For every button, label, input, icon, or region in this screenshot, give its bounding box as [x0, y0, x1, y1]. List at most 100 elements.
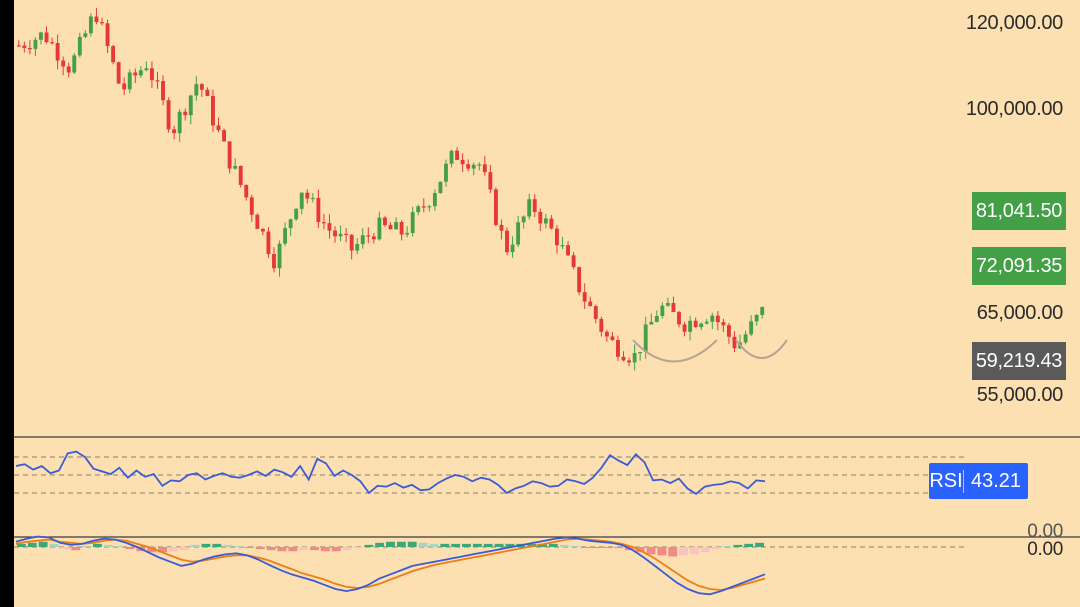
candle-body	[244, 184, 249, 198]
candle-body	[249, 197, 254, 215]
candle-body	[127, 72, 132, 90]
macd-histogram-bar	[581, 547, 591, 549]
macd-histogram-bar	[483, 543, 493, 547]
candle-body	[599, 318, 604, 332]
candle-body	[604, 331, 609, 337]
macd-histogram-bar	[255, 547, 265, 550]
candle-body	[754, 315, 759, 322]
candle-body	[732, 336, 737, 349]
candle-body	[532, 199, 537, 212]
y-tick-label: 100,000.00	[965, 98, 1063, 120]
left-border	[0, 0, 14, 607]
candle-body	[482, 164, 487, 173]
candle-body	[116, 62, 121, 84]
macd-histogram-bar	[342, 547, 352, 551]
candle-body	[416, 206, 421, 213]
candle-body	[344, 233, 349, 236]
candle-body	[588, 301, 593, 307]
macd-histogram-bar	[158, 547, 167, 553]
candle-body	[543, 218, 548, 224]
macd-histogram-bar	[603, 547, 613, 549]
candle-body	[333, 230, 337, 237]
candle-body	[510, 244, 515, 253]
candle-body	[294, 208, 299, 220]
macd-histogram-bar	[103, 544, 113, 547]
candle-body	[749, 321, 754, 335]
candle-body	[405, 232, 410, 235]
candle-body	[688, 320, 693, 332]
macd-histogram-bar	[711, 547, 721, 550]
candle-body	[427, 206, 432, 208]
macd-histogram-bar	[125, 547, 135, 550]
candle-body	[449, 150, 454, 164]
candle-body	[305, 192, 310, 199]
candle-body	[94, 16, 99, 23]
macd-histogram-bar	[429, 543, 439, 547]
candle-body	[693, 320, 698, 328]
candle-body	[638, 351, 643, 354]
candle-body	[488, 172, 493, 190]
macd-histogram-bar	[17, 543, 26, 547]
candle-body	[505, 230, 509, 253]
candle-body	[205, 89, 210, 96]
candle-body	[266, 231, 271, 255]
candle-body	[627, 360, 632, 363]
candle-body	[460, 159, 465, 165]
candle-body	[743, 334, 748, 343]
candle-body	[77, 36, 82, 56]
macd-histogram-bar	[733, 544, 743, 547]
candle-body	[610, 336, 615, 341]
macd-histogram-bar	[190, 544, 200, 547]
macd-histogram-bar	[168, 547, 178, 552]
macd-histogram-bar	[657, 547, 667, 556]
y-tick-label: 65,000.00	[976, 302, 1064, 324]
candle-body	[277, 243, 282, 269]
candle-body	[371, 236, 376, 240]
macd-histogram-bar	[266, 547, 276, 551]
candle-body	[671, 303, 676, 313]
candle-body	[471, 164, 476, 169]
candle-body	[83, 33, 88, 37]
macd-histogram-bar	[440, 543, 450, 547]
macd-histogram-bar	[364, 544, 374, 547]
macd-histogram-bar	[451, 543, 461, 547]
candle-body	[50, 42, 55, 44]
rsi-line	[15, 450, 766, 496]
macd-histogram-bar	[527, 543, 537, 547]
candle-body	[338, 233, 343, 237]
macd-histogram-bar	[49, 543, 59, 547]
candle-body	[44, 32, 49, 43]
macd-histogram-bar	[668, 547, 678, 557]
macd-histogram-bar	[407, 541, 417, 547]
candle-body	[377, 217, 382, 240]
candle-body	[621, 356, 626, 361]
price-tag: 81,041.50	[972, 192, 1066, 230]
candle-body	[399, 221, 404, 235]
candle-body	[421, 206, 426, 208]
candle-body	[194, 84, 199, 96]
macd-histogram-bar	[277, 547, 287, 552]
macd-histogram-bar	[505, 543, 515, 547]
candle-body	[760, 307, 765, 316]
candle-body	[177, 111, 182, 134]
candle-body	[72, 55, 77, 73]
candle-body	[493, 189, 498, 225]
rsi-badge[interactable]: RSI 43.21	[929, 463, 1028, 499]
candle-body	[327, 223, 332, 231]
candle-body	[555, 228, 559, 246]
candle-body	[16, 45, 21, 47]
macd-histogram-bar	[375, 542, 385, 547]
candle-body	[355, 244, 360, 251]
macd-histogram-bar	[114, 545, 124, 547]
rsi-label: RSI	[929, 469, 964, 493]
macd-zero-label: 0.00	[1027, 539, 1063, 560]
candle-body	[149, 68, 154, 81]
candle-body	[710, 315, 715, 322]
candle-body	[283, 228, 288, 244]
candle-body	[394, 221, 398, 230]
macd-histogram-bar	[60, 547, 70, 550]
candle-body	[432, 193, 437, 207]
candle-body	[477, 164, 482, 166]
